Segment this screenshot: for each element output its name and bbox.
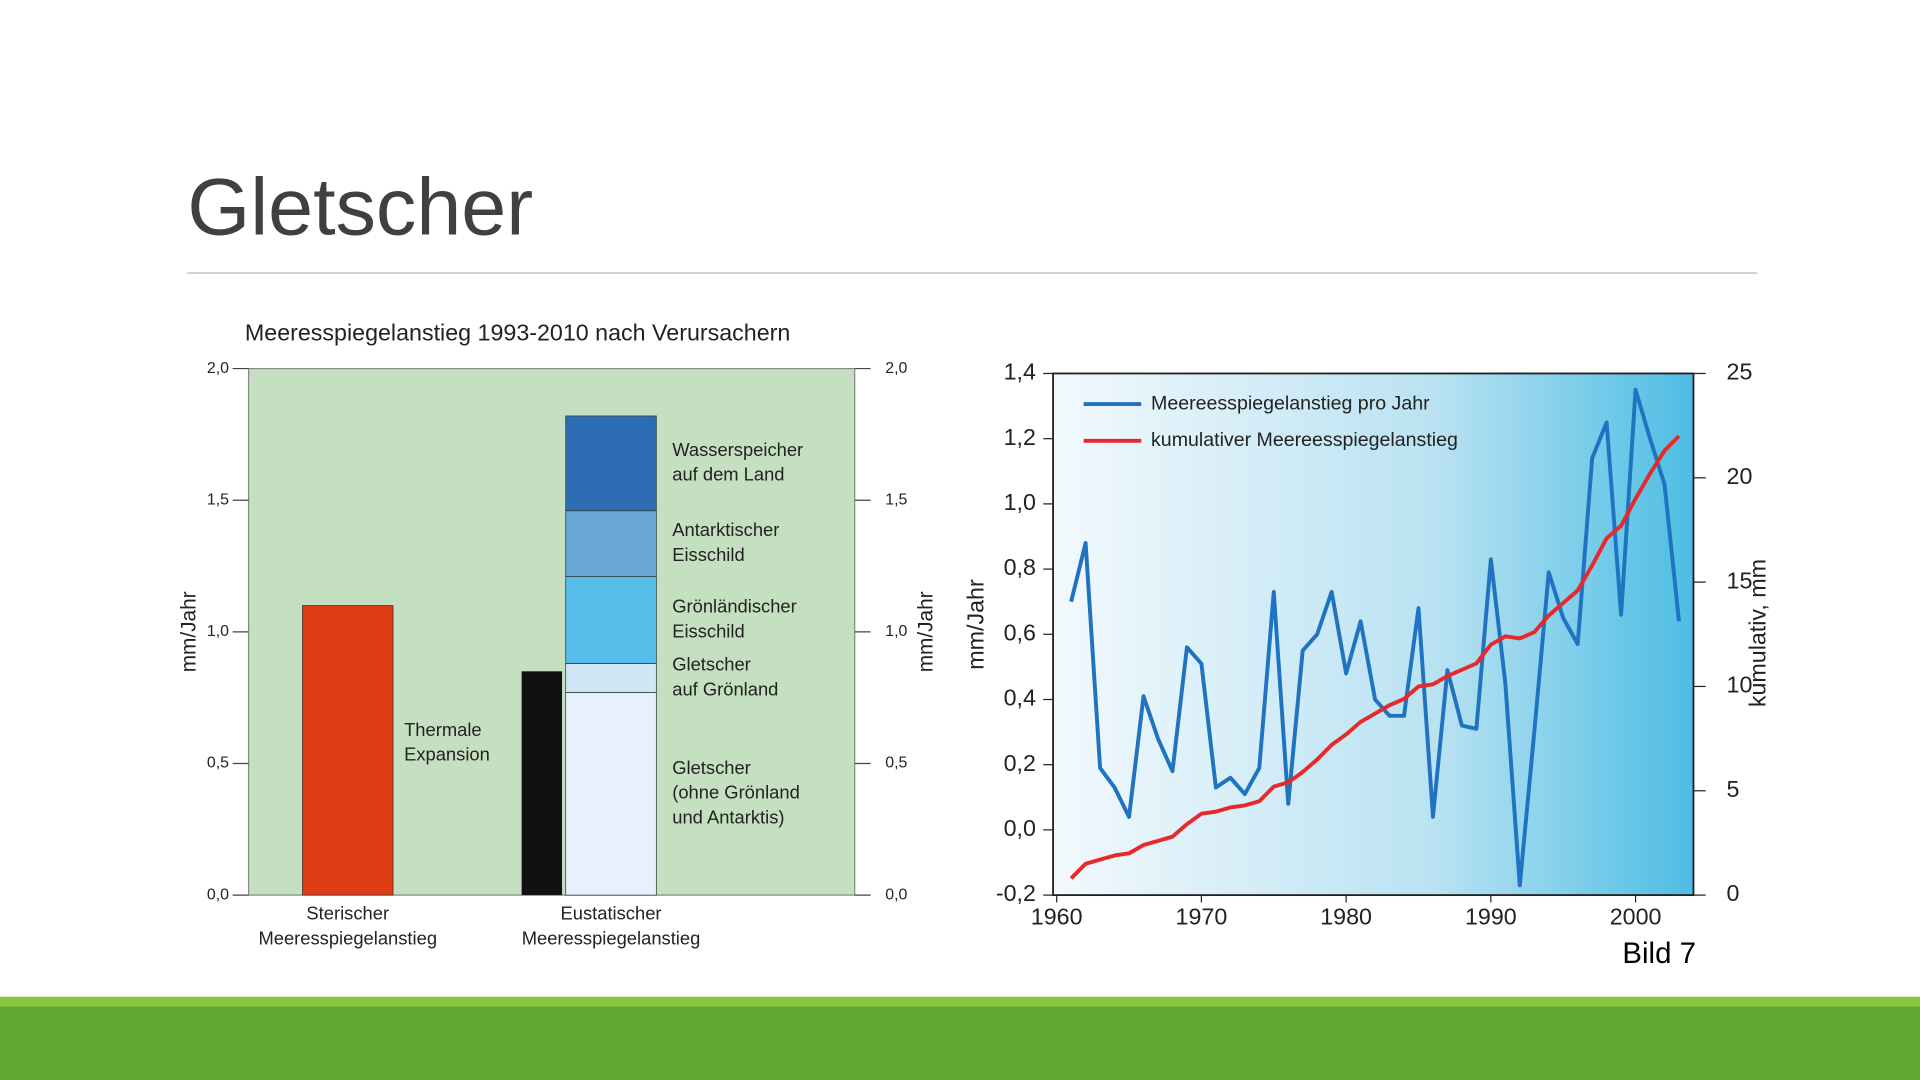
y2-tick-label: 2,0 <box>885 360 907 377</box>
slide-title: Gletscher <box>187 162 533 252</box>
line-series <box>1069 434 1681 880</box>
y2-tick-label: 0 <box>1727 880 1740 906</box>
x-tick-label: 1970 <box>1176 904 1228 930</box>
y2-tick-label: 5 <box>1727 776 1740 802</box>
bar-segment <box>565 576 657 664</box>
y-tick-label: 1,0 <box>1004 489 1036 515</box>
y-tick-label: 1,2 <box>1004 424 1036 450</box>
segment-label: Gletscher (ohne Grönland und Antarktis) <box>672 757 800 828</box>
x-tick-label: 2000 <box>1610 904 1662 930</box>
segment-label: Gletscher auf Grönland <box>672 653 778 699</box>
y-axis-label: mm/Jahr <box>177 591 200 672</box>
bar-segment <box>565 510 657 577</box>
y2-tick-label: 10 <box>1727 672 1753 698</box>
y2-tick-label: 20 <box>1727 463 1753 489</box>
bar-segment <box>565 663 657 693</box>
y-tick-label: -0,2 <box>996 880 1036 906</box>
caption: Bild 7 <box>1622 937 1695 970</box>
x-tick-label: Eustatischer Meeresspiegelanstieg <box>522 902 701 948</box>
y2-tick-label: 1,5 <box>885 491 907 508</box>
plot-area <box>1053 373 1694 896</box>
y-tick-label: 0,2 <box>1004 750 1036 776</box>
y2-axis-label: kumulativ, mm <box>1745 559 1771 707</box>
y-tick-label: 1,0 <box>207 623 229 640</box>
y2-tick-label: 25 <box>1727 359 1753 385</box>
footer <box>0 1006 1920 1080</box>
plot-frame <box>1052 372 1695 897</box>
y2-tick-label: 0,5 <box>885 755 907 772</box>
segment-label: Thermale Expansion <box>404 719 490 765</box>
y-tick-label: 1,4 <box>1004 359 1036 385</box>
bar-segment <box>565 415 657 512</box>
legend-label: kumulativer Meereesspiegelanstieg <box>1151 429 1458 451</box>
chart-title: Meeresspiegelanstieg 1993-2010 nach Veru… <box>245 319 790 345</box>
line-series <box>1069 387 1681 888</box>
y-tick-label: 0,6 <box>1004 619 1036 645</box>
y-axis-label: mm/Jahr <box>962 579 988 670</box>
bar-segment <box>302 605 394 896</box>
y-tick-label: 0,5 <box>207 755 229 772</box>
x-tick-label: 1980 <box>1320 904 1372 930</box>
y-tick-label: 0,8 <box>1004 554 1036 580</box>
y-tick-label: 1,5 <box>207 491 229 508</box>
y-tick-label: 2,0 <box>207 360 229 377</box>
bar <box>521 671 563 896</box>
segment-label: Wasserspeicher auf dem Land <box>672 439 803 485</box>
segment-label: Grönländischer Eisschild <box>672 595 797 641</box>
bar-segment <box>565 692 657 896</box>
footer-top <box>0 996 1920 1007</box>
y2-tick-label: 15 <box>1727 567 1753 593</box>
legend-label: Meereesspiegelanstieg pro Jahr <box>1151 392 1430 414</box>
y2-tick-label: 1,0 <box>885 623 907 640</box>
x-tick-label: Sterischer Meeresspiegelanstieg <box>258 902 437 948</box>
x-tick-label: 1990 <box>1465 904 1517 930</box>
y2-tick-label: 0,0 <box>885 886 907 903</box>
y2-axis-label: mm/Jahr <box>914 591 937 672</box>
segment-label: Antarktischer Eisschild <box>672 519 779 565</box>
y-tick-label: 0,0 <box>1004 815 1036 841</box>
y-tick-label: 0,4 <box>1004 685 1036 711</box>
x-tick-label: 1960 <box>1031 904 1083 930</box>
y-tick-label: 0,0 <box>207 886 229 903</box>
